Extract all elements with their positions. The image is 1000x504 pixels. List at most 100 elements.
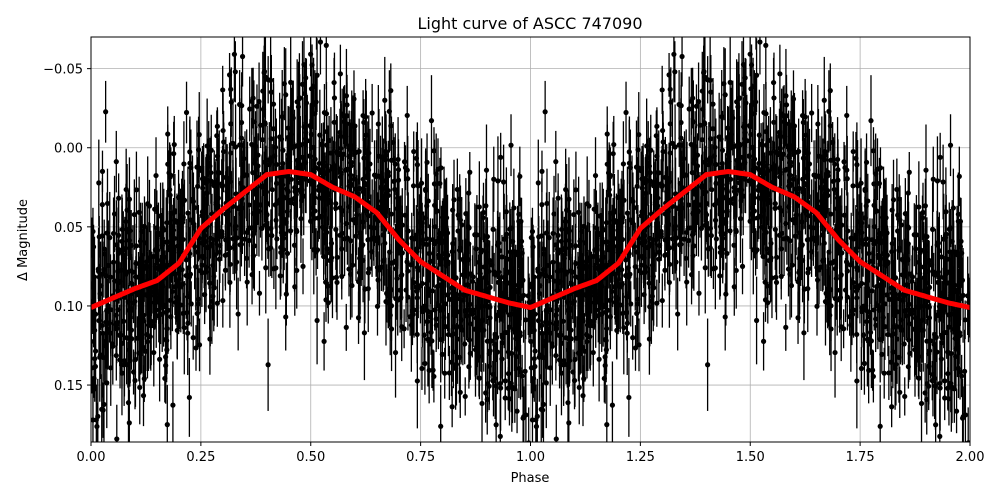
data-point: [181, 215, 186, 220]
data-point: [771, 164, 776, 169]
data-point: [113, 322, 118, 327]
data-point: [923, 168, 928, 173]
data-point: [271, 126, 276, 131]
data-point: [406, 228, 411, 233]
data-point: [328, 150, 333, 155]
data-point: [842, 213, 847, 218]
data-point: [620, 215, 625, 220]
data-point: [626, 395, 631, 400]
data-point: [288, 228, 293, 233]
data-point: [540, 331, 545, 336]
data-point: [269, 233, 274, 238]
data-point: [675, 311, 680, 316]
data-point: [270, 187, 275, 192]
data-point: [805, 237, 810, 242]
data-point: [713, 181, 718, 186]
data-point: [891, 197, 896, 202]
data-point: [773, 149, 778, 154]
data-point: [906, 337, 911, 342]
data-point: [942, 330, 947, 335]
data-point: [647, 281, 652, 286]
data-point: [344, 325, 349, 330]
data-point: [415, 378, 420, 383]
data-point: [802, 287, 807, 292]
data-point: [419, 181, 424, 186]
data-point: [89, 235, 94, 240]
data-point: [361, 156, 366, 161]
data-point: [768, 150, 773, 155]
data-point: [554, 436, 559, 441]
data-point: [365, 237, 370, 242]
data-point: [267, 162, 272, 167]
data-point: [648, 236, 653, 241]
data-point: [132, 299, 137, 304]
data-point: [687, 106, 692, 111]
data-point: [703, 265, 708, 270]
data-point: [708, 226, 713, 231]
data-point: [602, 376, 607, 381]
data-point: [450, 290, 455, 295]
data-point: [898, 326, 903, 331]
data-point: [208, 236, 213, 241]
data-point: [654, 154, 659, 159]
data-point: [491, 177, 496, 182]
data-point: [337, 233, 342, 238]
data-point: [719, 191, 724, 196]
data-point: [660, 149, 665, 154]
data-point: [141, 318, 146, 323]
data-point: [226, 195, 231, 200]
data-point: [627, 149, 632, 154]
data-point: [383, 153, 388, 158]
data-point: [705, 77, 710, 82]
data-point: [220, 298, 225, 303]
data-point: [97, 291, 102, 296]
data-point: [417, 219, 422, 224]
data-point: [153, 173, 158, 178]
data-point: [561, 362, 566, 367]
data-point: [924, 281, 929, 286]
data-point: [610, 403, 615, 408]
data-point: [254, 199, 259, 204]
data-point: [845, 228, 850, 233]
data-point: [516, 366, 521, 371]
data-point: [620, 311, 625, 316]
data-point: [933, 422, 938, 427]
data-point: [309, 62, 314, 67]
data-point: [370, 110, 375, 115]
data-point: [927, 348, 932, 353]
data-point: [205, 245, 210, 250]
data-point: [691, 243, 696, 248]
data-point: [268, 226, 273, 231]
data-point: [534, 424, 539, 429]
data-point: [693, 199, 698, 204]
data-point: [127, 420, 132, 425]
data-point: [806, 213, 811, 218]
data-point: [303, 160, 308, 165]
data-point: [402, 159, 407, 164]
data-point: [854, 162, 859, 167]
data-point: [428, 330, 433, 335]
data-point: [262, 69, 267, 74]
data-point: [717, 134, 722, 139]
data-point: [668, 87, 673, 92]
data-point: [897, 196, 902, 201]
data-point: [660, 87, 665, 92]
data-point: [440, 352, 445, 357]
data-point: [127, 238, 132, 243]
data-point: [670, 141, 675, 146]
data-point: [123, 219, 128, 224]
data-point: [491, 227, 496, 232]
data-point: [360, 113, 365, 118]
data-point: [233, 224, 238, 229]
data-point: [673, 224, 678, 229]
data-point: [822, 98, 827, 103]
data-point: [488, 348, 493, 353]
data-point: [859, 366, 864, 371]
data-point: [386, 290, 391, 295]
data-point: [828, 211, 833, 216]
data-point: [230, 141, 235, 146]
data-point: [388, 88, 393, 93]
data-point: [535, 414, 540, 419]
data-point: [689, 142, 694, 147]
data-point: [419, 366, 424, 371]
